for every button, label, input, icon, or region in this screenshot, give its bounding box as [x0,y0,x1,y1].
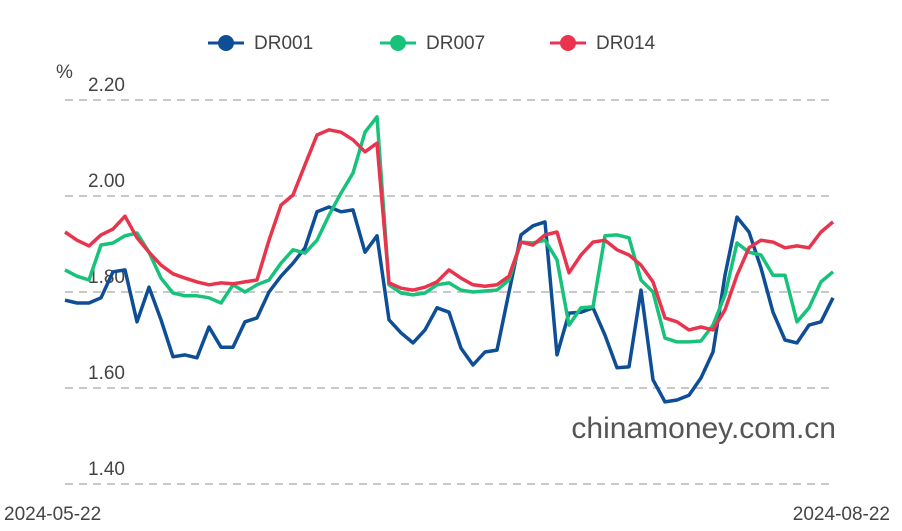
series-line [64,115,835,344]
legend-marker [390,35,406,51]
y-tick-label: 2.00 [88,171,125,192]
x-tick-label: 2024-05-22 [4,504,101,525]
watermark: chinamoney.com.cn [571,412,836,445]
legend-label: DR014 [596,33,656,54]
legend-marker [560,35,576,51]
y-tick-label: 1.40 [88,459,125,480]
legend-label: DR001 [254,33,313,54]
series-line [64,128,835,332]
y-tick-label: 1.60 [88,363,125,384]
legend-marker [218,35,234,51]
legend-label: DR007 [426,33,485,54]
y-tick-label: 2.20 [88,75,125,96]
x-tick-label: 2024-08-22 [793,504,890,525]
y-unit: % [56,62,73,83]
series-line [64,205,835,404]
